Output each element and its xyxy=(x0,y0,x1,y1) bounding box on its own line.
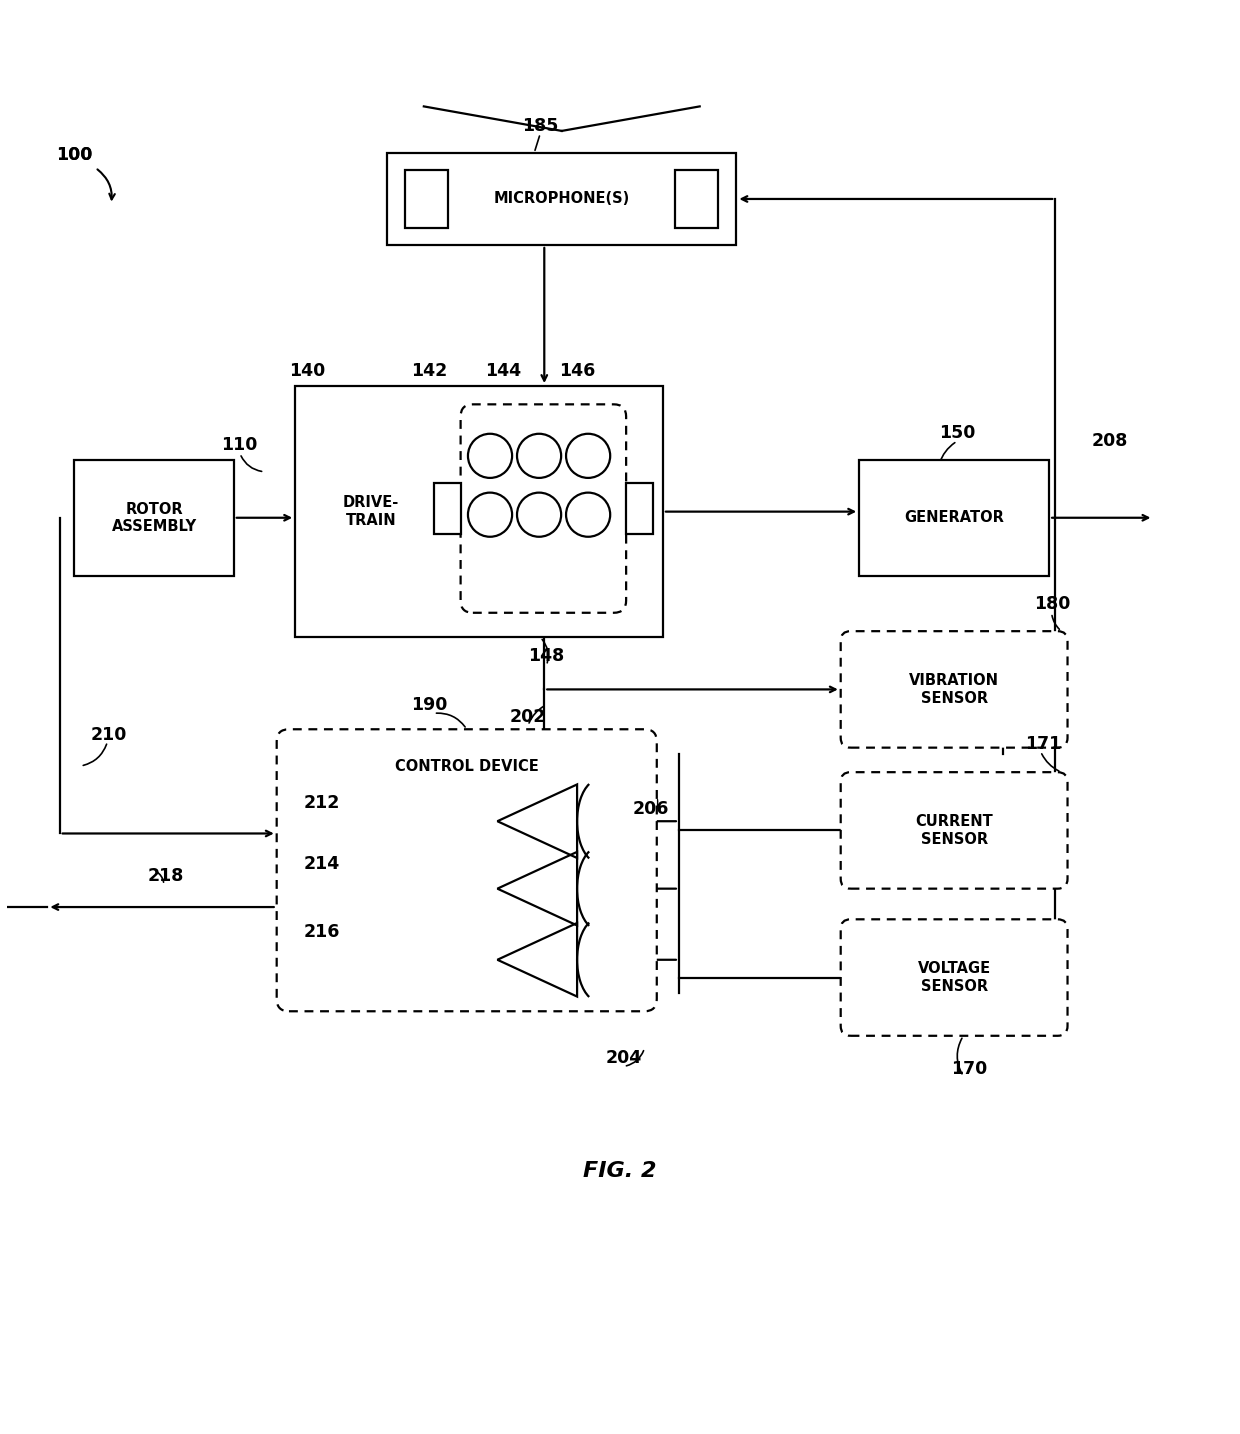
Text: 214: 214 xyxy=(304,855,340,873)
FancyBboxPatch shape xyxy=(277,730,657,1011)
Text: 212: 212 xyxy=(304,794,340,812)
Text: MICROPHONE(S): MICROPHONE(S) xyxy=(494,192,630,206)
Text: 210: 210 xyxy=(91,727,126,744)
Text: 206: 206 xyxy=(632,800,668,817)
FancyBboxPatch shape xyxy=(460,404,626,612)
Text: 204: 204 xyxy=(605,1048,641,1067)
FancyBboxPatch shape xyxy=(841,771,1068,889)
Text: DRIVE-
TRAIN: DRIVE- TRAIN xyxy=(343,495,399,528)
Text: 140: 140 xyxy=(289,363,325,380)
Text: 142: 142 xyxy=(412,363,448,380)
FancyBboxPatch shape xyxy=(841,919,1068,1035)
Text: 180: 180 xyxy=(1034,595,1071,614)
FancyBboxPatch shape xyxy=(841,631,1068,747)
Text: 185: 185 xyxy=(522,118,558,135)
Text: 218: 218 xyxy=(148,868,185,885)
Text: 216: 216 xyxy=(304,922,340,941)
Text: 171: 171 xyxy=(1024,736,1061,753)
Bar xyxy=(859,459,1049,576)
Text: 148: 148 xyxy=(528,647,564,665)
Text: 110: 110 xyxy=(222,436,258,453)
Text: 100: 100 xyxy=(56,146,92,165)
Text: 146: 146 xyxy=(559,363,595,380)
Text: 150: 150 xyxy=(939,423,975,442)
Text: ROTOR
ASSEMBLY: ROTOR ASSEMBLY xyxy=(112,502,197,533)
Text: 208: 208 xyxy=(1092,432,1128,450)
Text: 100: 100 xyxy=(56,146,92,165)
Bar xyxy=(387,153,737,245)
Bar xyxy=(675,169,718,228)
Text: 170: 170 xyxy=(951,1060,987,1078)
Text: VOLTAGE
SENSOR: VOLTAGE SENSOR xyxy=(918,961,991,994)
Bar xyxy=(405,169,449,228)
Text: GENERATOR: GENERATOR xyxy=(904,511,1004,525)
Bar xyxy=(74,459,234,576)
Bar xyxy=(434,483,460,535)
Text: CURRENT
SENSOR: CURRENT SENSOR xyxy=(915,815,993,846)
Text: 144: 144 xyxy=(485,363,521,380)
Text: VIBRATION
SENSOR: VIBRATION SENSOR xyxy=(909,673,999,706)
Bar xyxy=(295,386,663,637)
Text: 190: 190 xyxy=(412,695,448,714)
Bar xyxy=(626,483,653,535)
Text: FIG. 2: FIG. 2 xyxy=(583,1160,657,1180)
Text: CONTROL DEVICE: CONTROL DEVICE xyxy=(394,759,538,773)
Text: 202: 202 xyxy=(510,708,546,726)
